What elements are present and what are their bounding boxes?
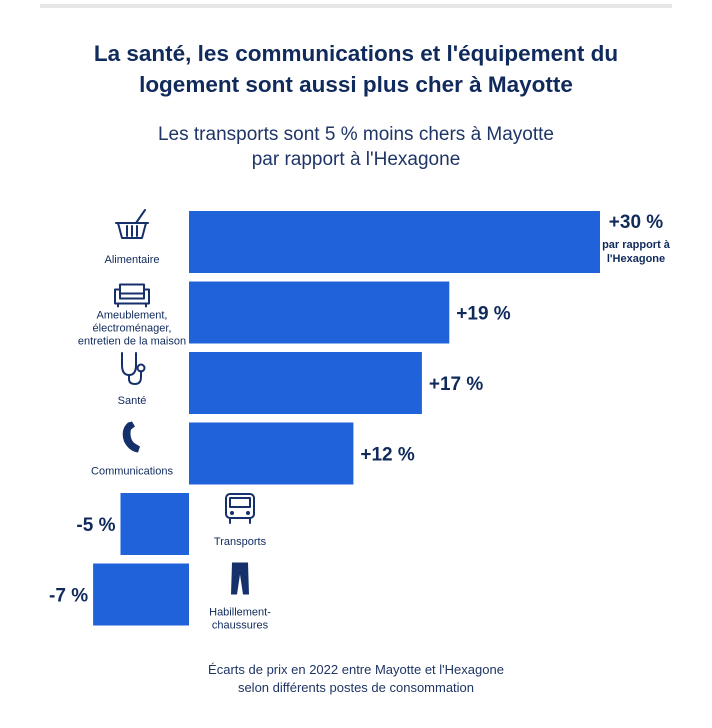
category-label-6-line-1: Habillement-: [209, 607, 271, 619]
footnote-line2: selon différents postes de consommation: [237, 680, 475, 695]
value-label-2: +19 %: [456, 304, 511, 325]
chart-title-line2: logement sont aussi plus cher à Mayotte: [139, 72, 573, 97]
stethoscope-icon: [121, 352, 146, 385]
bar-4: [189, 422, 354, 485]
annotation-line-1: par rapport à: [602, 239, 671, 251]
sofa-icon: [114, 283, 150, 308]
bar-2: [189, 281, 450, 344]
bar-6: [93, 563, 189, 626]
chart-subtitle-line1: Les transports sont 5 % moins chers à Ma…: [157, 124, 554, 145]
category-label-2-line-2: électroménager,: [93, 323, 172, 335]
bar-5: [120, 493, 189, 555]
value-label-6: -7 %: [49, 586, 88, 607]
category-label-6-line-2: chaussures: [212, 620, 269, 632]
bar-3: [189, 352, 422, 414]
footnote-line1: Écarts de prix en 2022 entre Mayotte et …: [208, 662, 504, 677]
annotation-line-2: l'Hexagone: [607, 253, 665, 265]
category-label-2-line-1: Ameublement,: [97, 310, 168, 322]
chart-title: La santé, les communications et l'équipe…: [20, 38, 692, 100]
value-label-4: +12 %: [360, 445, 415, 466]
category-label-1-line-1: Alimentaire: [104, 254, 159, 266]
phone-icon: [122, 421, 140, 453]
basket-icon: [115, 209, 149, 239]
category-label-5-line-1: Transports: [214, 536, 267, 548]
category-label-3-line-1: Santé: [118, 395, 147, 407]
value-label-5: -5 %: [76, 515, 115, 536]
chart-subtitle: Les transports sont 5 % moins chers à Ma…: [20, 122, 692, 172]
value-label-3: +17 %: [429, 374, 484, 395]
value-label-1: +30 %: [609, 212, 664, 233]
category-label-2-line-3: entretien de la maison: [78, 336, 186, 348]
category-label-4-line-1: Communications: [91, 466, 173, 478]
top-divider: [40, 4, 672, 8]
bus-icon: [225, 493, 255, 524]
bar-1: [189, 211, 600, 273]
chart-title-line1: La santé, les communications et l'équipe…: [93, 41, 619, 66]
chart-subtitle-line2: par rapport à l'Hexagone: [251, 149, 461, 170]
trousers-icon: [231, 562, 249, 595]
footnote: Écarts de prix en 2022 entre Mayotte et …: [20, 661, 692, 697]
